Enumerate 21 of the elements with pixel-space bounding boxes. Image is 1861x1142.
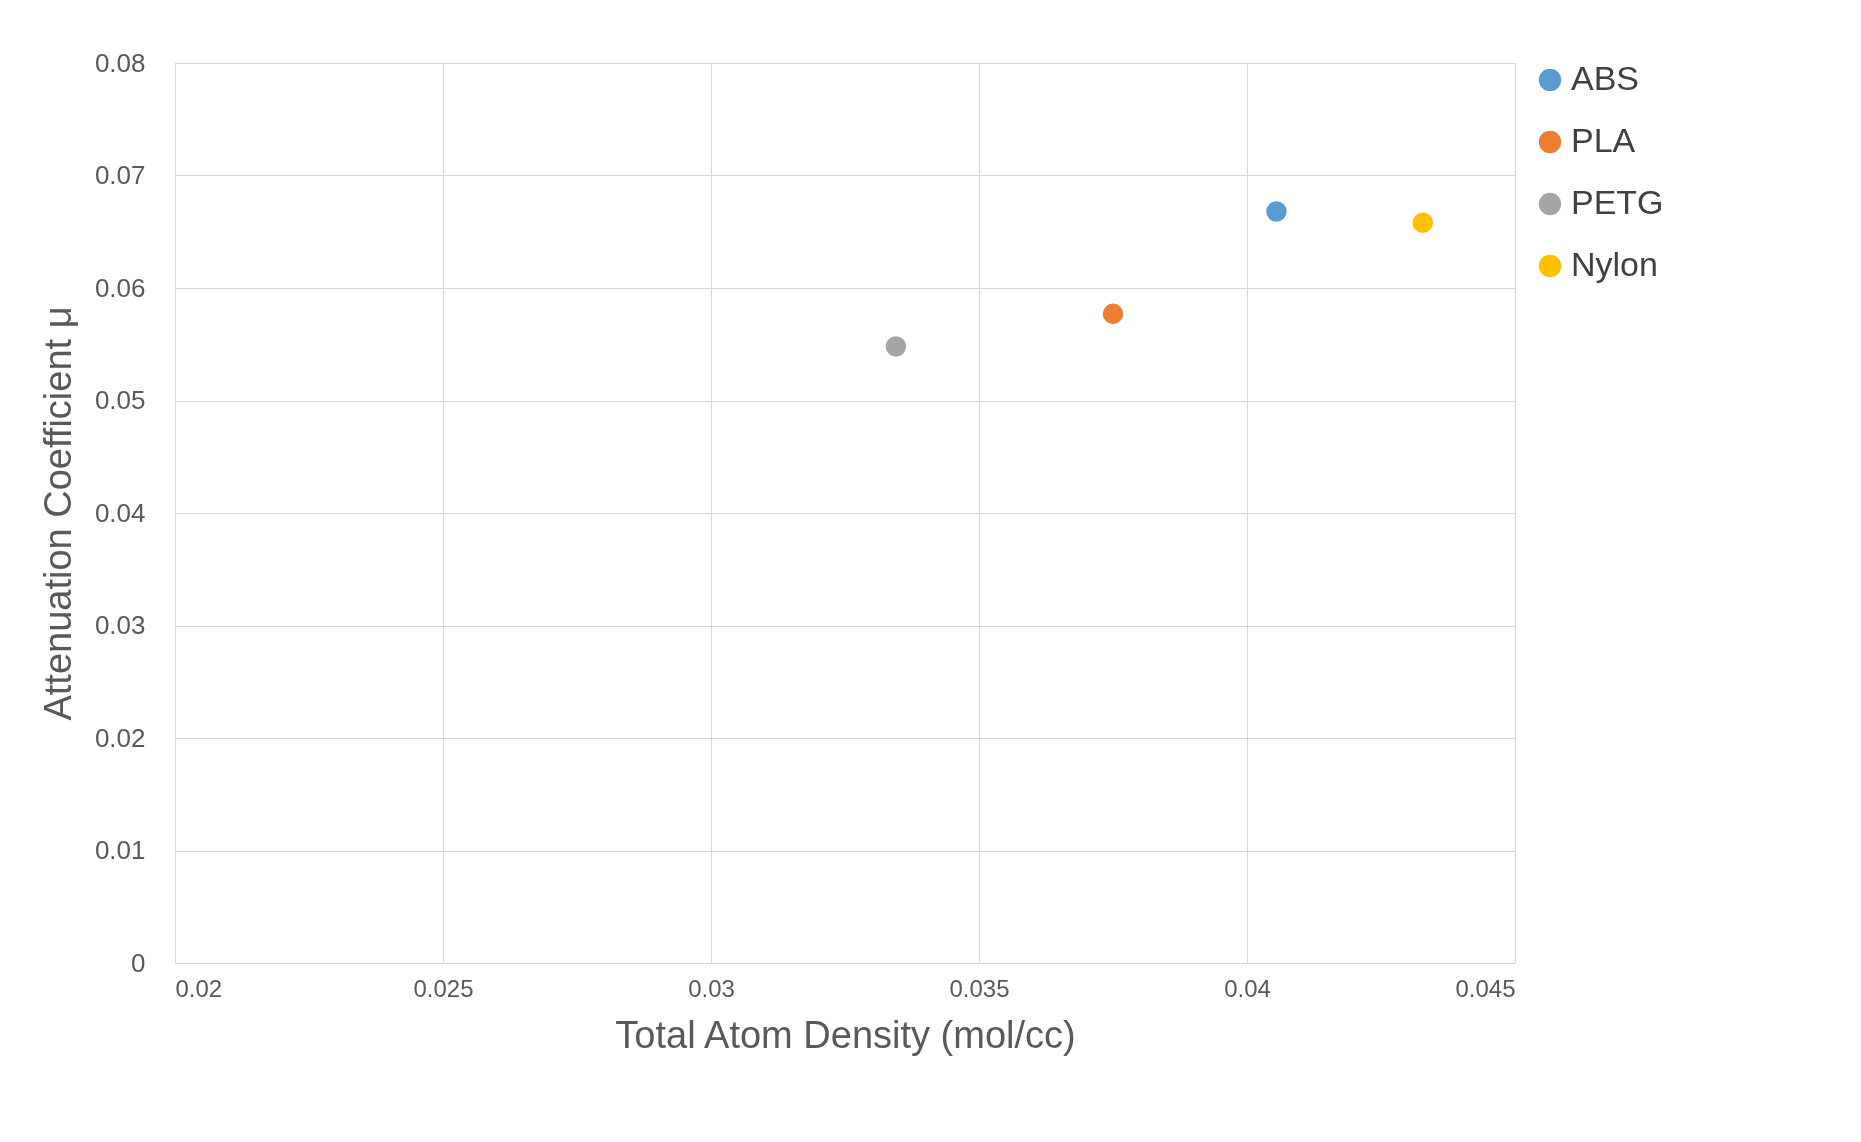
y-tick-label: 0.07	[94, 160, 146, 190]
x-tick-label: 0.035	[949, 974, 1010, 1002]
x-tick-label: 0.03	[688, 974, 735, 1002]
x-tick-label: 0.025	[413, 974, 474, 1002]
y-tick-label: 0.08	[94, 47, 146, 78]
y-tick-label: 0.04	[94, 497, 146, 528]
y-tick-label: 0.02	[94, 722, 146, 753]
legend-label: Nylon	[1571, 245, 1658, 283]
y-axis-title: Attenuation Coefficient μ	[36, 306, 79, 721]
y-tick-label: 0.01	[94, 835, 146, 865]
x-tick-label: 0.045	[1455, 974, 1516, 1002]
legend-label: ABS	[1571, 59, 1640, 97]
x-axis-title: Total Atom Density (mol/cc)	[615, 1013, 1076, 1056]
y-tick-label: 0	[131, 947, 146, 978]
y-tick-label: 0.05	[94, 385, 146, 415]
x-tick-label: 0.02	[175, 974, 223, 1002]
x-tick-label: 0.04	[1224, 974, 1271, 1002]
legend-label: PETG	[1571, 183, 1664, 221]
y-tick-label: 0.03	[94, 610, 146, 640]
legend-label: PLA	[1571, 121, 1636, 159]
y-tick-label: 0.06	[94, 272, 146, 303]
